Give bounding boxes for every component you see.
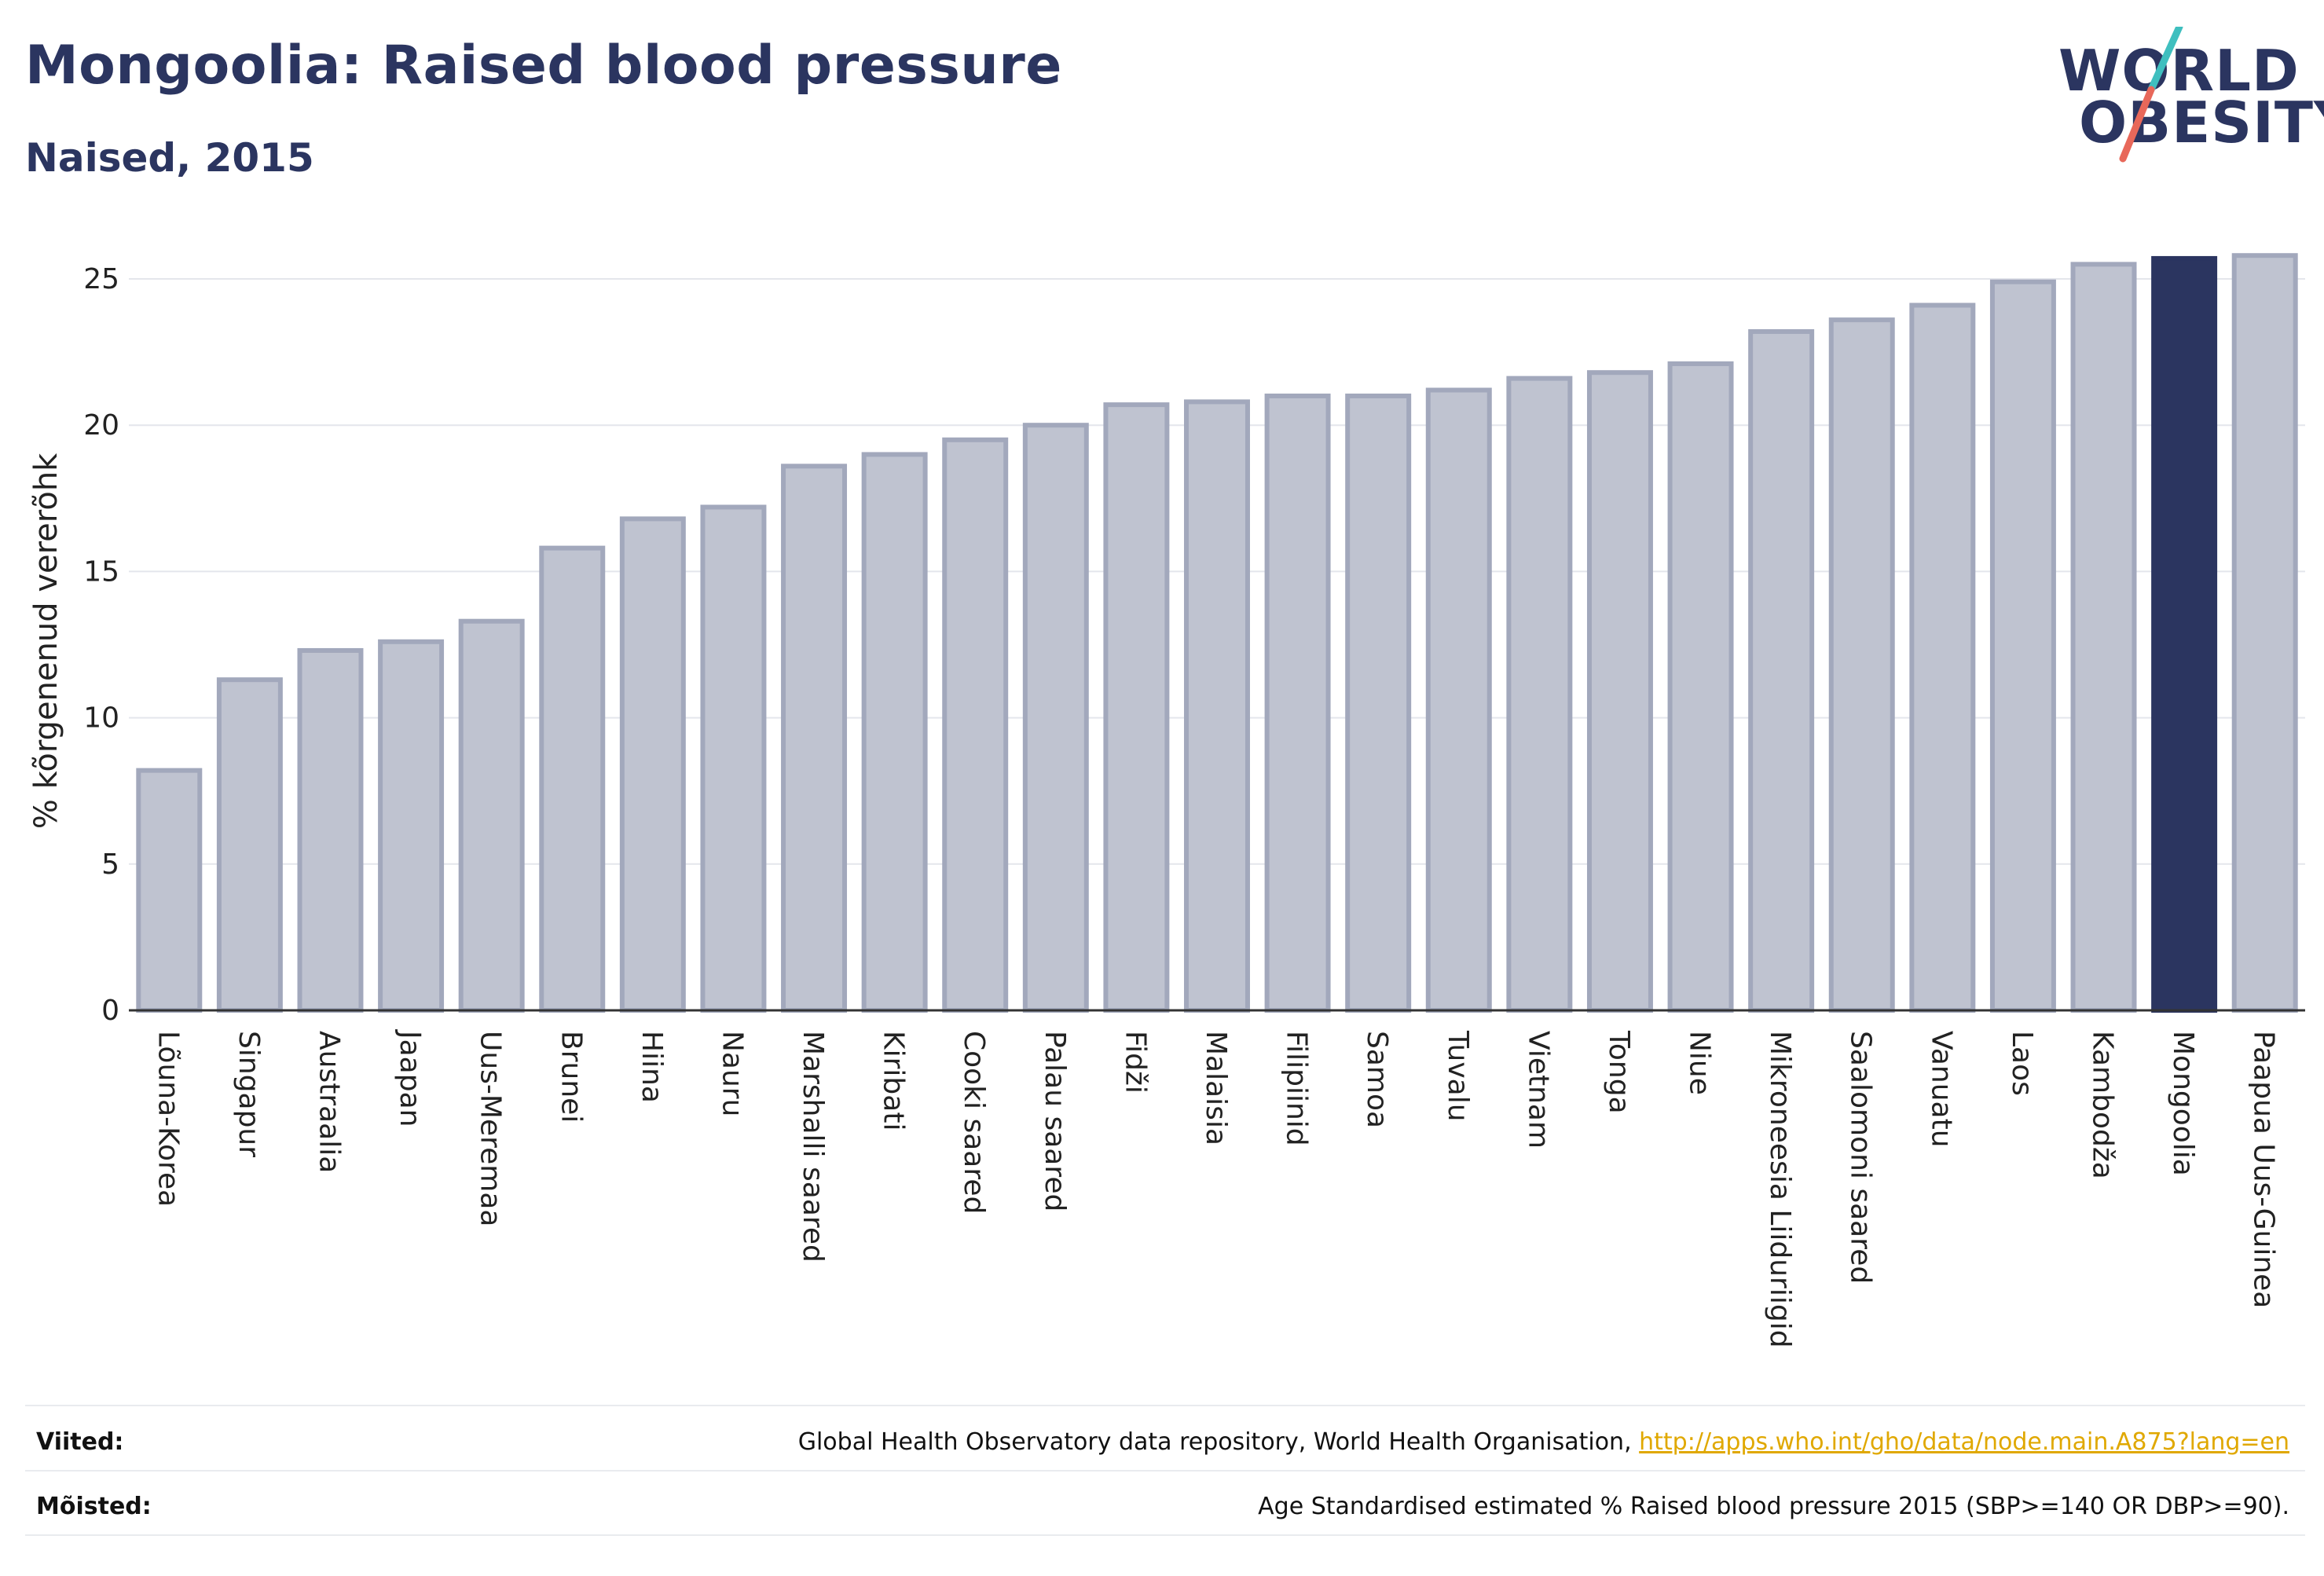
bar <box>619 516 686 1013</box>
y-tick-label: 10 <box>83 702 119 735</box>
bar <box>297 647 364 1013</box>
bar-highlighted <box>2151 255 2218 1013</box>
bar <box>1345 393 1412 1013</box>
bar <box>1667 361 1734 1013</box>
bar <box>1989 279 2056 1013</box>
y-tick-label: 0 <box>101 995 119 1027</box>
bar <box>136 768 203 1013</box>
y-tick-label: 20 <box>83 409 119 442</box>
x-tick-label: Nauru <box>716 1031 748 1116</box>
bar <box>781 464 848 1013</box>
sources-description: Global Health Observatory data repositor… <box>797 1428 1640 1456</box>
y-tick-label: 25 <box>83 263 119 295</box>
x-tick-label: Lõuna-Korea <box>152 1031 184 1207</box>
x-tick-label: Mikroneesia Liiduriigid <box>1764 1031 1796 1348</box>
bar <box>700 504 767 1013</box>
bar <box>216 677 283 1013</box>
x-tick-label: Palau saared <box>1039 1031 1071 1211</box>
x-tick-label: Fidži <box>1119 1031 1151 1094</box>
x-tick-label: Jaapan <box>394 1029 426 1127</box>
y-axis-title: % kõrgenenud vererõhk <box>28 453 64 829</box>
bar <box>378 639 445 1013</box>
bar <box>1828 317 1895 1013</box>
logo-line-2: OBESITY <box>2079 90 2324 156</box>
x-tick-label: Mongoolia <box>2167 1031 2199 1176</box>
bar <box>1748 329 1815 1013</box>
bar <box>458 618 525 1013</box>
x-tick-label: Laos <box>2006 1031 2038 1096</box>
logo-slash-icon <box>2119 27 2183 163</box>
bar <box>539 545 606 1013</box>
x-tick-label: Paapua Uus-Guinea <box>2248 1031 2280 1308</box>
x-tick-label: Kambodža <box>2087 1031 2119 1179</box>
logo-line-1: WORLD <box>2058 38 2300 104</box>
footer-divider-bottom <box>25 1534 2305 1536</box>
x-tick-label: Brunei <box>555 1031 587 1123</box>
sources-label: Viited: <box>36 1428 124 1456</box>
bar <box>1425 387 1492 1013</box>
x-tick-label: Cooki saared <box>958 1031 990 1214</box>
world-obesity-logo: WORLD OBESITY <box>2058 27 2324 165</box>
x-tick-label: Marshalli saared <box>797 1031 829 1263</box>
x-tick-label: Tonga <box>1603 1030 1635 1114</box>
y-tick-label: 5 <box>101 848 119 881</box>
x-tick-label: Vietnam <box>1522 1031 1554 1149</box>
x-tick-label: Austraalia <box>313 1031 345 1173</box>
footer-divider-middle <box>25 1470 2305 1472</box>
definitions-label: Mõisted: <box>36 1493 152 1520</box>
bar <box>2070 262 2137 1013</box>
chart-title: Mongoolia: Raised blood pressure <box>25 35 1062 97</box>
definitions-text: Age Standardised estimated % Raised bloo… <box>1258 1493 2289 1520</box>
x-tick-label: Filipiinid <box>1281 1031 1313 1146</box>
bar <box>2231 253 2298 1013</box>
sources-text: Global Health Observatory data repositor… <box>798 1428 2289 1456</box>
bar <box>1586 370 1653 1013</box>
bar <box>1103 402 1170 1013</box>
x-tick-label: Uus-Meremaa <box>475 1031 507 1226</box>
bar <box>1909 302 1976 1013</box>
x-tick-label: Saalomoni saared <box>1845 1031 1877 1284</box>
bar-chart: 0 5 10 15 20 25 % kõrgenenud vererõhk Lõuna-Kor… <box>28 253 2305 1348</box>
x-tick-label: Samoa <box>1361 1031 1393 1128</box>
x-tick-label: Singapur <box>233 1031 265 1157</box>
bar <box>1506 376 1573 1013</box>
chart-subtitle: Naised, 2015 <box>25 135 314 181</box>
x-tick-label: Vanuatu <box>1925 1031 1957 1148</box>
footer-divider-top <box>25 1405 2305 1406</box>
x-tick-label: Kiribati <box>878 1031 910 1131</box>
bar <box>1184 399 1250 1013</box>
sources-link[interactable]: http://apps.who.int/gho/data/node.main.A… <box>1639 1428 2289 1456</box>
bar <box>942 437 1009 1013</box>
x-tick-label: Malaisia <box>1200 1031 1232 1145</box>
bar <box>1264 393 1331 1013</box>
x-tick-label: Tuvalu <box>1442 1030 1474 1122</box>
bar <box>861 452 928 1013</box>
x-tick-label: Hiina <box>636 1031 668 1103</box>
bar <box>1022 423 1089 1013</box>
x-tick-label: Niue <box>1684 1031 1716 1095</box>
y-tick-label: 15 <box>83 555 119 588</box>
